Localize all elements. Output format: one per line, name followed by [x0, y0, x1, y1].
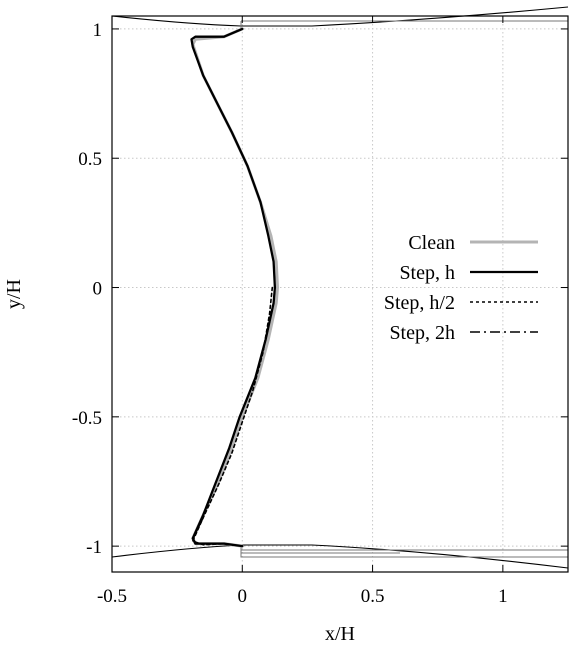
channel-geometry: [111, 6, 569, 569]
y-tick-label: 0.5: [78, 149, 102, 170]
legend: Clean Step, h Step, h/2 Step, 2h: [384, 232, 538, 344]
tick-marks: [111, 16, 568, 572]
y-tick-label: -0.5: [72, 408, 102, 429]
y-tick-label: -1: [86, 537, 102, 558]
legend-label: Step, h: [399, 262, 455, 284]
grid-lines: [111, 16, 568, 572]
series-layer: [190, 27, 279, 548]
x-tick-label: 0: [238, 586, 248, 607]
y-tick-label: 0: [93, 279, 103, 300]
x-tick-label: 0.5: [361, 586, 385, 607]
y-axis-label: y/H: [3, 279, 25, 309]
x-tick-label: 1: [498, 586, 508, 607]
series-line-step-h: [190, 27, 277, 548]
upper-wall-curve: [111, 6, 569, 27]
series-line-step-h-2: [192, 286, 274, 547]
lower-step-block: [240, 545, 568, 558]
lower-wall-curve: [111, 544, 569, 569]
y-tick-label: 1: [93, 20, 103, 41]
x-tick-label: -0.5: [97, 586, 127, 607]
legend-label: Step, 2h: [389, 322, 455, 344]
x-axis-label: x/H: [325, 623, 355, 645]
legend-label: Step, h/2: [384, 292, 455, 314]
series-line-step-2h: [192, 516, 244, 547]
plot-frame: [111, 15, 569, 573]
legend-label: Clean: [408, 232, 455, 254]
tick-labels: -0.5 0 0.5 1 -1 -0.5 0 0.5 1: [72, 20, 508, 607]
upper-step-block: [240, 20, 568, 28]
